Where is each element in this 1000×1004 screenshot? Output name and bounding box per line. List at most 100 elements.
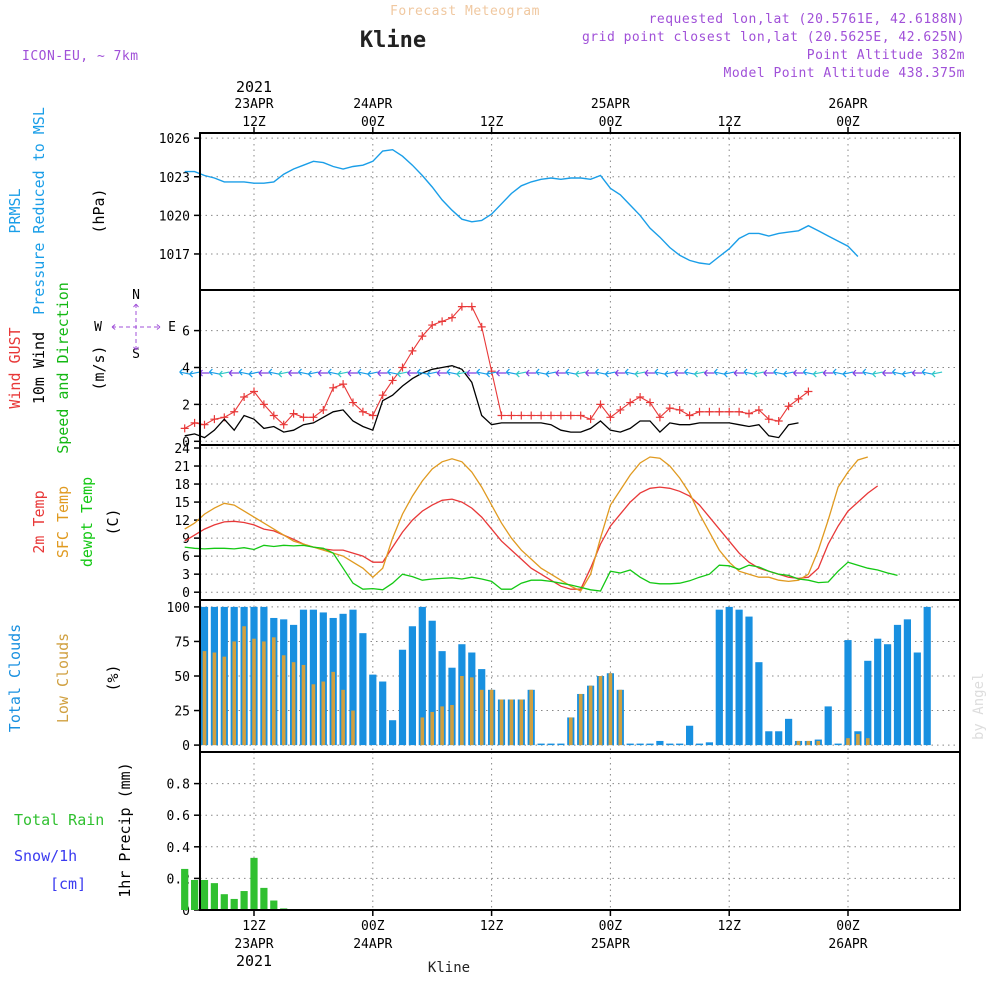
wind-direction-arrow [674, 369, 685, 377]
y-label-precip: 1hr Precip (mm) [116, 762, 134, 897]
footer-station: Kline [428, 960, 470, 976]
wind-direction-arrow [565, 368, 576, 376]
wind-direction-arrow [357, 368, 369, 376]
wind-direction-arrow [684, 368, 695, 376]
gust-marker [339, 380, 348, 389]
total-cloud-bar [349, 609, 357, 746]
low-cloud-bar [202, 651, 207, 746]
low-cloud-bar [430, 711, 434, 746]
gust-marker [319, 405, 328, 414]
gust-marker [378, 391, 387, 400]
gust-marker [467, 302, 476, 311]
gust-marker [438, 317, 447, 326]
total-cloud-bar [309, 609, 317, 746]
x-date-label-bottom: 23APR [234, 937, 273, 952]
gust-marker [289, 409, 298, 418]
gust-marker [774, 417, 783, 426]
gust-marker [725, 407, 734, 416]
x-tick-label-bottom: 00Z [361, 919, 385, 934]
total-cloud-bar [775, 731, 783, 746]
total-cloud-bar [765, 731, 773, 746]
wind-direction-arrow [654, 368, 666, 376]
low-cloud-bar [608, 673, 613, 746]
total-cloud-bar [389, 720, 397, 746]
low-cloud-bar [281, 655, 286, 746]
low-cloud-bar [578, 693, 583, 746]
wind-direction-arrow [179, 368, 190, 376]
y-unit-temp: (C) [104, 508, 122, 535]
rain-bar [260, 887, 268, 910]
series-line-wind [184, 365, 799, 439]
x-tick-label-bottom: 12Z [480, 919, 504, 934]
gust-marker [764, 415, 773, 424]
wind-direction-arrow [832, 368, 844, 376]
y-tick-label: 0 [182, 904, 190, 919]
low-cloud-bar [598, 676, 603, 746]
total-cloud-bar [715, 609, 723, 746]
wind-direction-arrow [644, 369, 655, 377]
gust-marker [507, 411, 516, 420]
low-cloud-bar [232, 641, 236, 746]
wind-direction-arrow [406, 369, 418, 377]
wind-direction-arrow [505, 368, 517, 376]
gust-marker [329, 383, 338, 392]
wind-direction-arrow [634, 370, 646, 378]
compass-s: S [132, 347, 140, 362]
wind-direction-arrow [248, 370, 260, 378]
gust-marker [675, 405, 684, 414]
wind-direction-arrow [486, 370, 497, 378]
total-cloud-bar [438, 651, 446, 746]
wind-direction-arrow [208, 368, 220, 376]
gust-marker [636, 393, 645, 402]
rain-bar [181, 868, 189, 910]
gust-marker [576, 411, 585, 420]
wind-direction-arrow [733, 369, 745, 377]
x-tick-label-top: 00Z [599, 115, 623, 130]
total-cloud-bar [339, 613, 347, 746]
x-date-label-top: 23APR [234, 97, 273, 112]
total-cloud-bar [666, 743, 674, 746]
gust-marker [566, 411, 575, 420]
total-cloud-bar [418, 606, 426, 746]
low-cloud-bar [806, 740, 811, 746]
low-cloud-bar [846, 738, 850, 746]
wind-direction-arrow [496, 369, 507, 377]
gust-marker [626, 398, 635, 407]
rain-bar [210, 883, 218, 910]
wind-direction-arrow [298, 368, 309, 376]
wind-direction-arrow [822, 369, 834, 377]
series-line-dewpt-temp [184, 544, 898, 592]
y-tick-label: 1017 [159, 248, 190, 263]
low-cloud-bar [450, 705, 454, 746]
wind-direction-arrow [545, 370, 557, 378]
y-tick-label: 0 [182, 435, 190, 450]
low-cloud-bar [321, 681, 326, 746]
low-cloud-bar [351, 710, 355, 746]
total-cloud-bar [864, 660, 872, 746]
total-cloud-bar [359, 633, 367, 746]
y-label-low-clouds: Low Clouds [54, 633, 72, 723]
low-cloud-bar [519, 699, 524, 746]
x-tick-label-top: 12Z [242, 115, 266, 130]
x-date-label-top: 24APR [353, 97, 392, 112]
y-label-pressure: Pressure Reduced to MSL [30, 107, 48, 315]
wind-direction-arrow [842, 370, 854, 378]
wind-direction-arrow [783, 370, 794, 378]
gust-marker [477, 322, 486, 331]
low-cloud-bar [341, 689, 345, 746]
wind-direction-arrow [456, 370, 468, 378]
requested-coords: requested lon,lat (20.5761E, 42.6188N) [649, 12, 965, 27]
total-cloud-bar [369, 674, 377, 746]
wind-direction-arrow [921, 368, 933, 376]
total-cloud-bar [755, 662, 763, 746]
y-unit-clouds: (%) [104, 664, 122, 691]
y-tick-label: 1020 [159, 209, 190, 224]
y-tick-label: 3 [182, 568, 190, 583]
rain-bar [200, 879, 209, 910]
y-tick-label: 0 [182, 586, 190, 601]
y-tick-label: 0.8 [167, 778, 190, 793]
wind-direction-arrow [397, 370, 408, 378]
wind-direction-arrow [595, 368, 606, 376]
gust-marker [586, 415, 595, 424]
gust-marker [269, 411, 278, 420]
